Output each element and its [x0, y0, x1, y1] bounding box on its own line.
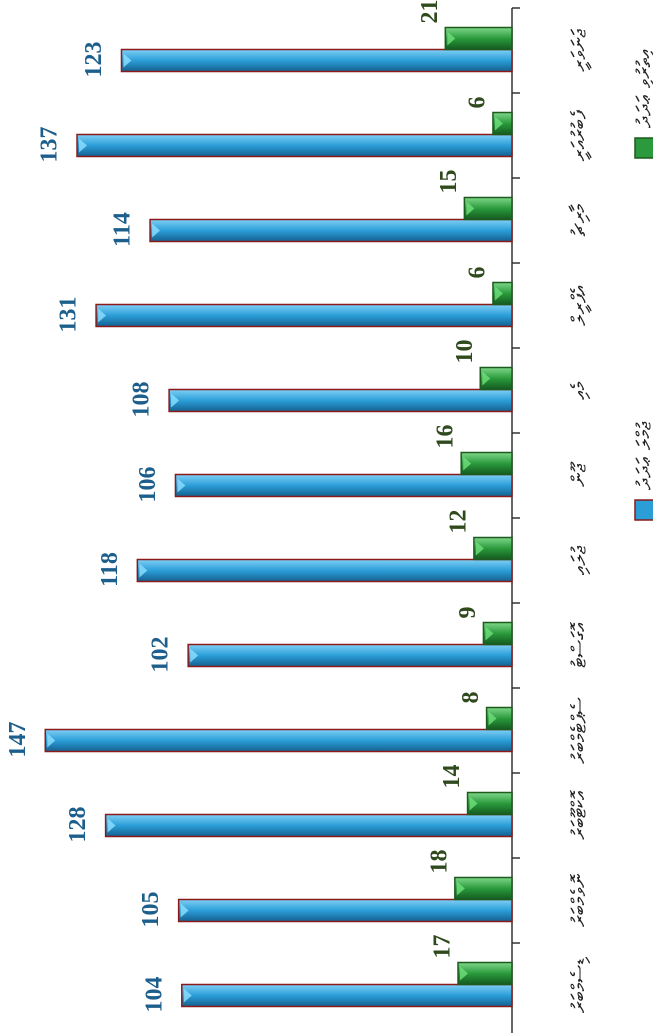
bar-cap [494, 116, 503, 131]
bar-cap [469, 796, 478, 811]
bar [76, 133, 513, 158]
bar-cap [123, 53, 132, 68]
bar-cap [180, 903, 189, 918]
bar-cap [447, 31, 456, 46]
value-label: 118 [97, 552, 123, 587]
value-label: 123 [81, 42, 107, 78]
value-label: 6 [464, 267, 490, 279]
bar-cap [488, 711, 497, 726]
value-label: 6 [464, 97, 490, 109]
value-label: 104 [141, 977, 167, 1013]
value-label: 12 [445, 510, 471, 534]
bar [444, 26, 513, 51]
bar [95, 303, 513, 328]
value-label: 106 [135, 467, 161, 503]
value-label: 16 [433, 425, 459, 449]
bar [149, 218, 513, 243]
bar [466, 791, 513, 816]
value-label: 21 [417, 0, 443, 24]
value-label: 105 [138, 892, 164, 928]
category-label: މާރިޗު [567, 204, 591, 237]
bar-cap [171, 393, 180, 408]
legend-swatch [634, 137, 653, 159]
bar [44, 728, 513, 753]
bar [457, 961, 513, 986]
value-label: 147 [5, 722, 31, 758]
value-label: 14 [439, 765, 465, 789]
category-label: އޮކްޓޫބަރު [567, 789, 591, 839]
bar-cap [463, 456, 472, 471]
value-label: 17 [430, 935, 456, 959]
bar-cap [190, 648, 199, 663]
bar-cap [482, 371, 491, 386]
category-label: މެއި [567, 381, 591, 400]
bar-cap [107, 818, 116, 833]
bar [479, 366, 513, 391]
bar [482, 621, 513, 646]
bar [168, 388, 513, 413]
value-label: 18 [426, 850, 452, 874]
value-label: 137 [37, 127, 63, 163]
bar-cap [466, 201, 475, 216]
bar-cap [177, 478, 186, 493]
category-label: ނޮވެމްބަރު [567, 873, 591, 927]
category-label: ޑިސެމްބަރު [567, 956, 591, 1013]
bar-cap [98, 308, 107, 323]
category-label: ޖަނަވަރީ [567, 29, 593, 72]
bar-cap [485, 626, 494, 641]
value-label: 128 [65, 807, 91, 843]
bar-cap [47, 733, 56, 748]
bar [120, 48, 513, 73]
legend-label: ޖުމްލަ ޢަދަދު [632, 421, 653, 490]
category-label: ޖޫން [567, 462, 591, 487]
bar [104, 813, 513, 838]
legend-swatch [634, 499, 653, 521]
bar [463, 196, 513, 221]
bar-cap [456, 881, 465, 896]
bar-cap [183, 988, 192, 1003]
bar [136, 558, 513, 583]
category-label: ފެބުރުއަރީ [567, 109, 593, 161]
bar-cap [475, 541, 484, 556]
bar-cap [152, 223, 161, 238]
category-label: ސެޕްޓެމްބަރު [567, 697, 591, 764]
category-label: އޮގަސްޓު [567, 621, 591, 668]
bar [181, 983, 513, 1008]
value-label: 15 [436, 170, 462, 194]
value-label: 9 [455, 607, 481, 619]
category-label: އެޕްރީލް [567, 285, 593, 326]
bar [473, 536, 513, 561]
category-label: ޖުލައި [567, 545, 591, 575]
value-label: 102 [148, 637, 174, 673]
bar [177, 898, 513, 923]
bar [174, 473, 513, 498]
legend-label: އިތުރުވި ޢަދަދު [632, 49, 653, 128]
value-label: 114 [110, 212, 136, 247]
bar [485, 706, 513, 731]
bar-cap [139, 563, 148, 578]
bar-cap [79, 138, 88, 153]
bar [460, 451, 513, 476]
bar [187, 643, 513, 668]
value-label: 131 [56, 297, 82, 333]
value-label: 10 [452, 340, 478, 364]
bar [454, 876, 513, 901]
value-label: 108 [129, 382, 155, 418]
value-label: 8 [458, 692, 484, 704]
bar-cap [494, 286, 503, 301]
bar-cap [460, 966, 469, 981]
